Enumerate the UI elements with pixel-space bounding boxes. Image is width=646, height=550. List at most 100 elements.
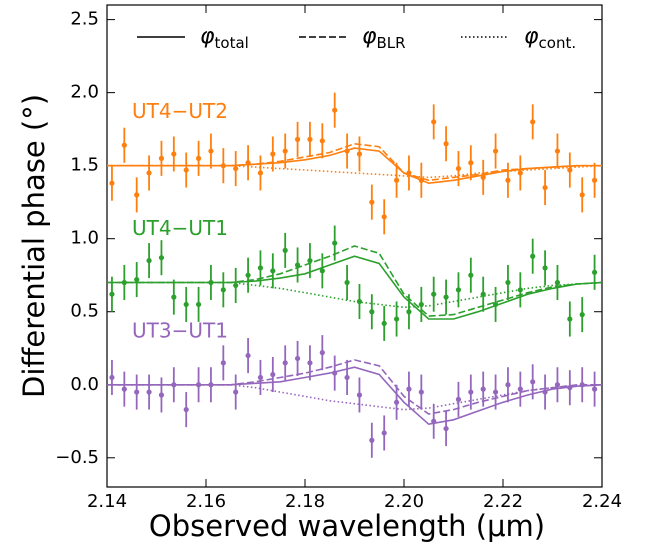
model-line xyxy=(107,281,603,309)
data-point xyxy=(195,301,202,308)
data-point xyxy=(579,312,585,318)
data-point xyxy=(344,279,350,286)
data-point xyxy=(517,170,523,176)
data-point xyxy=(505,382,511,388)
data-point xyxy=(480,386,486,392)
series-label: UT4−UT2 xyxy=(132,99,228,123)
legend-subscript: total xyxy=(215,34,249,52)
x-tick-label: 2.18 xyxy=(285,491,325,512)
data-point xyxy=(245,272,251,278)
data-point xyxy=(418,389,424,395)
legend-subscript: cont. xyxy=(539,34,577,52)
data-point xyxy=(418,301,424,308)
data-point xyxy=(542,184,548,191)
data-point xyxy=(208,382,214,388)
y-tick-label: −0.5 xyxy=(55,447,99,468)
data-point xyxy=(319,268,325,274)
model-line xyxy=(107,164,603,179)
data-point xyxy=(134,276,140,283)
data-point xyxy=(356,298,363,305)
data-point xyxy=(121,142,127,148)
data-point xyxy=(591,386,598,392)
data-point xyxy=(406,170,412,176)
y-tick-label: 1.0 xyxy=(70,228,99,249)
data-point xyxy=(455,165,462,172)
data-point xyxy=(183,406,189,413)
data-point xyxy=(431,418,437,424)
data-point xyxy=(270,371,276,378)
y-tick-label: 2.5 xyxy=(70,9,99,30)
data-point xyxy=(307,136,313,142)
data-point xyxy=(158,155,165,161)
legend-label: φcont. xyxy=(524,24,576,52)
data-point xyxy=(591,177,598,183)
data-point xyxy=(282,360,288,366)
data-point xyxy=(505,279,511,286)
data-point xyxy=(134,192,140,198)
data-point xyxy=(109,180,115,186)
model-line xyxy=(107,366,603,426)
data-point xyxy=(332,370,338,376)
data-point xyxy=(109,374,115,381)
x-tick-label: 2.16 xyxy=(186,491,226,512)
data-point xyxy=(468,160,474,166)
model-line xyxy=(107,384,603,411)
data-point xyxy=(171,382,177,388)
data-point xyxy=(381,430,387,436)
data-point xyxy=(530,379,536,385)
legend-symbol: φ xyxy=(200,24,215,49)
series xyxy=(107,335,603,458)
data-point xyxy=(468,272,474,278)
data-point xyxy=(505,177,511,183)
data-point xyxy=(530,253,536,259)
y-tick-label: 0.0 xyxy=(70,374,99,395)
data-point xyxy=(406,309,412,315)
data-point xyxy=(282,247,288,253)
data-point xyxy=(294,262,301,268)
data-point xyxy=(183,301,189,308)
data-point xyxy=(455,287,462,293)
data-point xyxy=(220,360,226,366)
data-point xyxy=(431,291,437,297)
data-point xyxy=(381,214,387,220)
legend-label: φtotal xyxy=(200,24,249,52)
data-point xyxy=(270,151,276,157)
data-point xyxy=(517,287,523,293)
data-point xyxy=(245,160,251,166)
data-point xyxy=(468,389,474,395)
data-point xyxy=(356,151,363,157)
data-point xyxy=(307,258,313,264)
x-tick-label: 2.24 xyxy=(582,491,622,512)
x-tick-label: 2.14 xyxy=(87,491,127,512)
x-tick-label: 2.22 xyxy=(483,491,523,512)
data-point xyxy=(109,291,115,297)
data-point xyxy=(517,386,523,392)
data-point xyxy=(480,291,486,297)
data-point xyxy=(121,386,127,392)
data-point xyxy=(158,392,165,398)
data-point xyxy=(344,374,350,381)
data-point xyxy=(579,382,585,388)
data-point xyxy=(369,309,375,315)
data-point xyxy=(542,389,548,395)
data-point xyxy=(233,282,239,289)
data-point xyxy=(393,316,400,322)
data-point xyxy=(121,279,127,286)
data-point xyxy=(245,352,251,359)
data-point xyxy=(567,167,573,173)
data-point xyxy=(146,258,152,264)
data-point xyxy=(332,107,338,113)
data-point xyxy=(554,148,561,154)
data-point xyxy=(294,355,301,362)
data-point xyxy=(282,148,288,154)
data-point xyxy=(431,119,437,125)
data-point xyxy=(579,192,585,198)
data-point xyxy=(134,389,140,395)
data-point xyxy=(591,269,598,275)
data-point xyxy=(443,294,449,300)
y-axis-label: Differential phase (°) xyxy=(17,94,51,398)
series xyxy=(107,92,603,235)
data-point xyxy=(183,167,189,173)
data-point xyxy=(270,268,276,274)
